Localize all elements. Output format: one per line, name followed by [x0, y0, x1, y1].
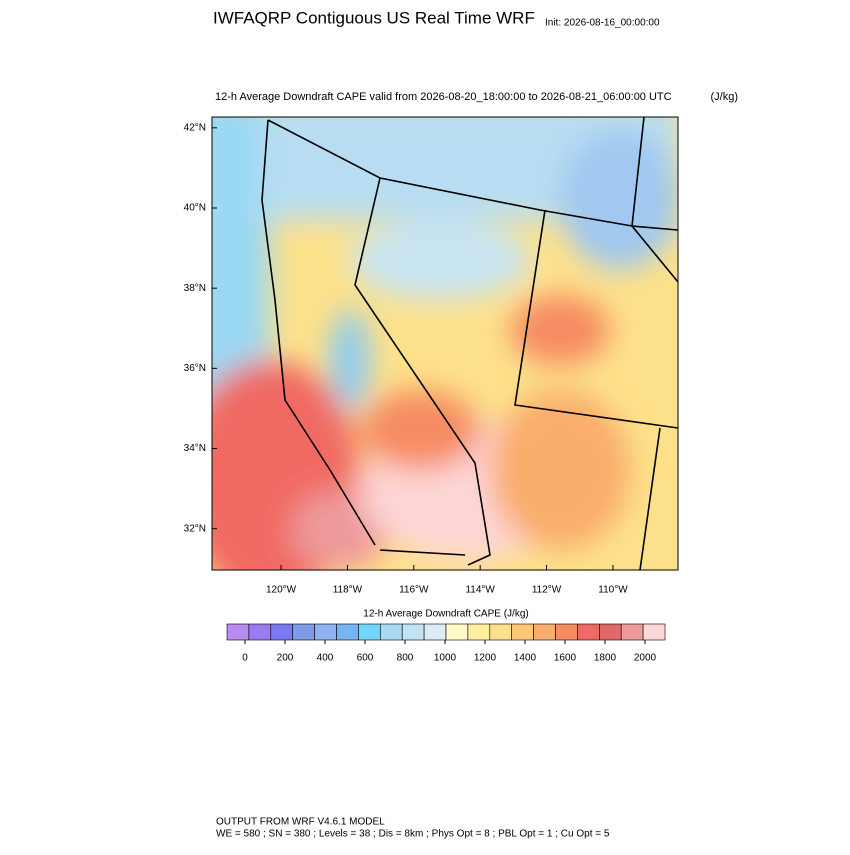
colorbar-box	[401, 623, 425, 641]
colorbar-box	[555, 623, 578, 641]
colorbar-box	[336, 623, 359, 641]
subtitle: 12-h Average Downdraft CAPE valid from 2…	[215, 91, 672, 103]
map-field	[212, 117, 678, 570]
colorbar-title: 12-h Average Downdraft CAPE (J/kg)	[363, 609, 528, 620]
colorbar-box	[577, 623, 600, 641]
colorbar-box	[270, 623, 293, 641]
colorbar-box	[445, 623, 469, 641]
colorbar-label: 0	[242, 653, 248, 664]
lat-label: 36°N	[184, 363, 206, 374]
colorbar-box	[467, 623, 491, 641]
colorbar-box	[642, 623, 666, 641]
units: (J/kg)	[711, 91, 739, 103]
colorbar-label: 1600	[554, 653, 577, 664]
lon-label: 120°W	[266, 585, 297, 596]
title: IWFAQRP Contiguous US Real Time WRF	[213, 8, 535, 27]
colorbar-label: 2000	[634, 653, 657, 664]
lat-label: 38°N	[184, 283, 206, 294]
colorbar-box	[379, 623, 403, 641]
colorbar-box	[533, 623, 556, 641]
colorbar-box	[598, 623, 622, 641]
colorbar-box	[248, 623, 272, 641]
colorbar-box	[226, 623, 250, 641]
lat-label: 32°N	[184, 523, 206, 534]
footer-line: WE = 580 ; SN = 380 ; Levels = 38 ; Dis …	[216, 829, 610, 840]
lon-label: 110°W	[598, 585, 628, 596]
lon-label: 116°W	[399, 585, 429, 596]
lat-label: 34°N	[184, 443, 206, 454]
colorbar-box	[489, 623, 512, 641]
colorbar-box	[314, 623, 337, 641]
colorbar-box	[620, 623, 644, 641]
lon-label: 118°W	[333, 585, 363, 596]
lat-label: 42°N	[184, 122, 206, 133]
colorbar-box	[358, 623, 381, 641]
colorbar-label: 400	[317, 653, 334, 664]
colorbar-box	[292, 623, 315, 641]
colorbar-label: 1000	[434, 653, 457, 664]
lon-label: 112°W	[532, 585, 562, 596]
map-frame	[211, 116, 679, 571]
init-time: Init: 2026-08-16_00:00:00	[545, 18, 660, 29]
colorbar-box	[511, 623, 534, 641]
colorbar-label: 800	[397, 653, 414, 664]
lat-label: 40°N	[184, 203, 206, 214]
lon-label: 114°W	[465, 585, 495, 596]
footer-line: OUTPUT FROM WRF V4.6.1 MODEL	[216, 817, 385, 828]
colorbar-label: 1400	[514, 653, 537, 664]
colorbar-label: 200	[277, 653, 294, 664]
colorbar-label: 1200	[474, 653, 497, 664]
colorbar-label: 600	[357, 653, 374, 664]
colorbar-box	[423, 623, 447, 641]
colorbar-label: 1800	[594, 653, 617, 664]
